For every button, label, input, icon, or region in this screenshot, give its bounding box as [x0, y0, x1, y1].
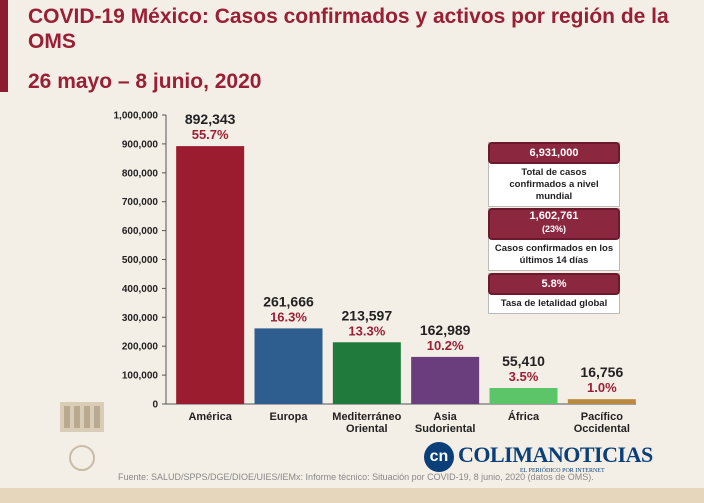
brand-name: COLIMANOTICIAS	[458, 442, 653, 467]
info-box-recent-header: 1,602,761 (23%)	[488, 208, 620, 240]
info-box-recent-subvalue: (23%)	[541, 224, 566, 234]
y-tick-label: 200,000	[122, 342, 159, 353]
bar-value-label: 261,666	[263, 293, 314, 309]
bar	[411, 356, 480, 404]
y-tick-label: 900,000	[122, 139, 159, 150]
brand-tagline: EL PERIÓDICO POR INTERNET	[520, 468, 605, 474]
brand-logo-icon: cn	[424, 442, 454, 472]
y-tick-label: 400,000	[122, 284, 159, 295]
government-emblem-icon	[60, 402, 104, 471]
brand-logo: cn COLIMANOTICIAS EL PERIÓDICO POR INTER…	[424, 440, 674, 480]
bar	[254, 328, 323, 404]
y-tick-label: 500,000	[122, 255, 159, 266]
x-category-label: Pacífico	[581, 411, 623, 423]
bar-percent-label: 16.3%	[270, 309, 307, 324]
y-tick-label: 700,000	[122, 197, 159, 208]
bar-value-label: 162,989	[420, 322, 471, 338]
x-category-label: Mediterráneo	[332, 411, 401, 423]
bar-value-label: 16,756	[580, 364, 623, 380]
bar-value-label: 892,343	[185, 111, 236, 127]
x-category-label: Sudoriental	[415, 423, 476, 435]
bar-percent-label: 1.0%	[587, 380, 617, 395]
info-box-total-value: 6,931,000	[488, 142, 620, 164]
page-title: COVID-19 México: Casos confirmados y act…	[28, 5, 669, 53]
info-box-total-text: Total de casos confirmados a nivel mundi…	[509, 167, 599, 202]
accent-bar	[0, 0, 8, 92]
bar-percent-label: 10.2%	[427, 338, 464, 353]
y-tick-label: 800,000	[122, 168, 159, 179]
x-category-label: Asia	[434, 411, 458, 423]
info-box-lethality-text: Tasa de letalidad global	[500, 298, 608, 309]
y-tick-label: 1,000,000	[114, 111, 159, 122]
info-box-total-cases: 6,931,000 Total de casos confirmados a n…	[488, 142, 620, 207]
bar-percent-label: 13.3%	[348, 323, 385, 338]
date-range-subtitle: 26 mayo – 8 junio, 2020	[28, 70, 262, 93]
x-category-label: Oriental	[346, 423, 388, 435]
x-category-label: América	[188, 411, 232, 423]
source-note: Fuente: SALUD/SPPS/DGE/DIOE/UIES/IEMx: I…	[118, 472, 594, 482]
bar-percent-label: 55.7%	[192, 127, 229, 142]
footer-strip	[0, 488, 704, 503]
y-tick-label: 100,000	[122, 371, 159, 382]
info-box-recent-value: 1,602,761	[529, 210, 579, 222]
bar	[176, 146, 245, 405]
info-box-recent-cases: 1,602,761 (23%) Casos confirmados en los…	[488, 208, 620, 271]
bar-percent-label: 3.5%	[509, 369, 539, 384]
bar	[567, 399, 636, 404]
x-category-label: Europa	[270, 411, 309, 423]
x-category-label: África	[508, 410, 540, 423]
y-tick-label: 600,000	[122, 226, 159, 237]
info-box-lethality-value: 5.8%	[488, 273, 620, 295]
info-box-lethality: 5.8% Tasa de letalidad global	[488, 273, 620, 314]
bar-value-label: 213,597	[342, 307, 393, 323]
y-tick-label: 300,000	[122, 313, 159, 324]
bar	[332, 342, 401, 404]
y-tick-label: 0	[152, 400, 158, 411]
info-box-recent-text: Casos confirmados en los últimos 14 días	[494, 243, 614, 266]
bar-value-label: 55,410	[502, 353, 545, 369]
bar	[489, 387, 558, 404]
x-category-label: Occidental	[574, 423, 630, 435]
